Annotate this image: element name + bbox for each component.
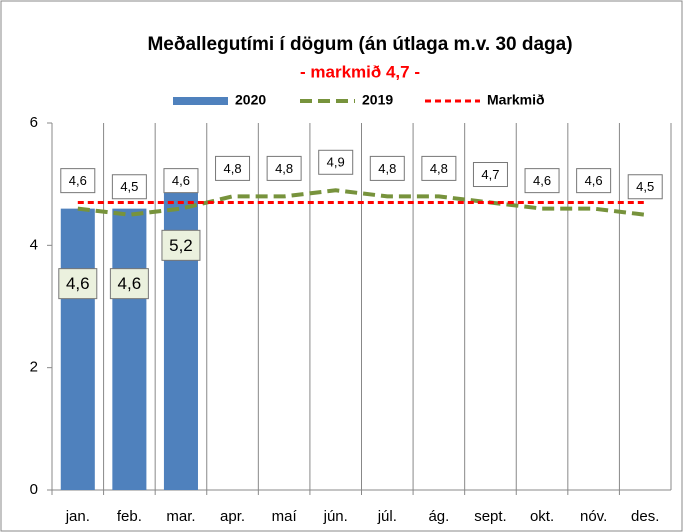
x-tick-label: feb.	[117, 508, 142, 525]
data-label: 4,6	[66, 274, 90, 293]
line	[77, 188, 646, 217]
legend-label: Markmið	[487, 92, 545, 108]
x-tick-label: jún.	[323, 508, 348, 525]
data-label: 4,6	[585, 173, 603, 188]
data-label-box	[318, 149, 354, 175]
data-label-box	[215, 155, 251, 181]
data-label-box	[627, 174, 663, 200]
data-label-box	[266, 155, 302, 181]
x-tick-label: nóv.	[580, 508, 607, 525]
data-label-box	[472, 162, 508, 188]
data-label: 5,2	[169, 236, 193, 255]
y-tick-label: 0	[30, 481, 38, 498]
x-tick-label: ág.	[428, 508, 449, 525]
x-tick-label: jan.	[65, 508, 90, 525]
data-label-box	[161, 229, 201, 261]
legend-label: 2019	[362, 92, 393, 108]
data-label: 4,6	[533, 173, 551, 188]
data-label: 4,8	[275, 161, 293, 176]
data-label: 4,8	[430, 161, 448, 176]
data-label-box	[369, 155, 405, 181]
data-label: 4,5	[636, 179, 654, 194]
data-label: 4,6	[172, 173, 190, 188]
legend-swatch	[173, 97, 228, 105]
data-label: 4,5	[120, 179, 138, 194]
data-label-box	[111, 174, 147, 200]
data-label: 4,8	[224, 161, 242, 176]
bar	[163, 171, 198, 490]
y-tick-label: 2	[30, 359, 38, 376]
data-label: 4,9	[327, 155, 345, 170]
x-tick-label: sept.	[474, 508, 507, 525]
data-label-box	[421, 155, 457, 181]
x-tick-label: júl.	[377, 508, 397, 525]
data-label-box	[524, 168, 560, 194]
y-tick-label: 6	[30, 114, 38, 131]
data-label-box	[60, 168, 96, 194]
chart-title: Meðallegutími í dögum (án útlaga m.v. 30…	[147, 34, 572, 55]
x-tick-label: maí	[272, 508, 298, 525]
data-label: 4,6	[118, 274, 142, 293]
data-label-box	[163, 168, 199, 194]
data-label-box	[58, 268, 98, 300]
bar	[112, 208, 147, 490]
legend-label: 2020	[235, 92, 266, 108]
y-tick-label: 4	[30, 236, 38, 253]
x-tick-label: des.	[631, 508, 659, 525]
chart-subtitle: - markmið 4,7 -	[300, 62, 420, 81]
data-label: 4,6	[69, 173, 87, 188]
x-tick-label: mar.	[166, 508, 195, 525]
x-tick-label: apr.	[220, 508, 245, 525]
bar	[60, 208, 95, 490]
data-label: 4,8	[378, 161, 396, 176]
data-label: 4,7	[481, 167, 499, 182]
data-label-box	[109, 268, 149, 300]
data-label-box	[576, 168, 612, 194]
x-tick-label: okt.	[530, 508, 554, 525]
